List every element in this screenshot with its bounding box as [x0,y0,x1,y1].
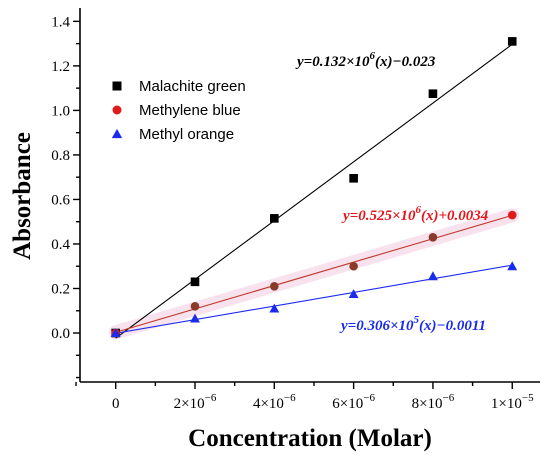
legend-marker [112,105,122,115]
y-tick-label: 0.2 [51,282,70,298]
data-point [110,328,121,337]
x-axis-title: Concentration (Molar) [188,425,432,452]
data-point [427,271,438,281]
x-tick-label: 6×10−6 [332,392,375,412]
x-tick-label: 1×10−5 [491,392,534,412]
y-tick-label: 0.0 [51,326,70,342]
y-tick-label: 0.4 [51,237,70,253]
y-tick-label: 0.6 [51,192,70,208]
data-point [428,232,438,242]
equations: y=0.132×106(x)−0.023 y=0.525×106(x)+0.003… [295,50,489,334]
data-point [190,302,200,311]
x-tick-label: 0 [112,396,120,412]
legend-label: Methyl orange [139,126,234,143]
y-axis-title: Absorbance [9,132,36,260]
x-tick-label: 2×10−6 [174,392,217,412]
data-point [190,277,200,287]
x-tick-label: 4×10−6 [253,392,296,412]
fit-line [115,43,513,339]
x-tick-label: 8×10−6 [412,392,455,412]
y-tick-label: 1.2 [51,59,70,75]
y-tick-label: 1.0 [51,103,70,119]
fit-equation: y=0.132×106(x)−0.023 [295,50,436,70]
axes: 0.0 0.2 0.4 0.6 0.8 1.0 1.2 1.4 0 2×10−6 4×10−6 6×1… [51,8,540,412]
legend-marker [111,128,123,139]
data-points [110,37,518,338]
legend-label: Methylene blue [139,102,241,119]
fit-line [115,214,513,333]
data-point [507,261,518,271]
legend-label: Malachite green [139,78,246,95]
data-point [349,261,358,271]
fit-lines [115,43,513,339]
data-point [507,37,517,46]
fit-equation: y=0.306×105(x)−0.0011 [339,314,486,334]
legend-marker [112,81,122,91]
data-point [270,214,279,223]
data-point [349,174,358,183]
data-point [270,281,279,291]
data-point [507,210,517,220]
y-tick-label: 0.8 [51,148,70,164]
fit-equation: y=0.525×106(x)+0.0034 [341,204,489,224]
data-point [428,89,438,99]
legend: Malachite green Methylene blue Methyl oran… [111,78,246,143]
fit-line [115,264,513,334]
data-point [269,303,280,313]
data-point [190,313,200,323]
data-point [348,289,359,299]
y-tick-label: 1.4 [51,14,70,30]
